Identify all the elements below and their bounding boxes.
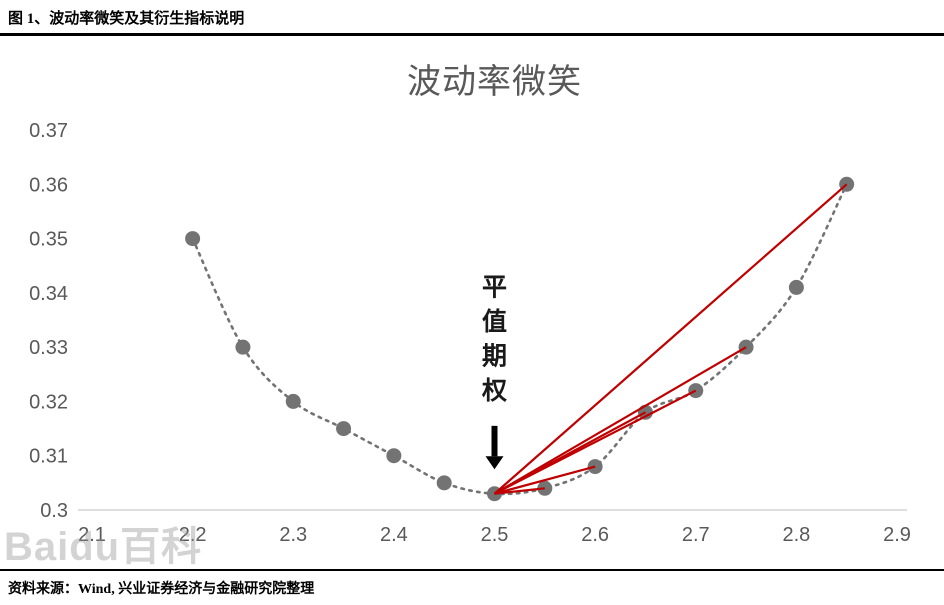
data-point <box>386 448 402 464</box>
data-point <box>185 231 201 247</box>
source-note: 资料来源：Wind, 兴业证券经济与金融研究院整理 <box>0 569 944 598</box>
red-fan-line <box>493 183 848 495</box>
red-fan-line <box>494 487 545 495</box>
x-tick-label: 2.2 <box>179 524 207 546</box>
x-tick-label: 2.9 <box>883 524 911 546</box>
y-tick-label: 0.3 <box>40 500 68 522</box>
x-tick-label: 2.7 <box>682 524 710 546</box>
x-tick-label: 2.4 <box>380 524 408 546</box>
atm-annotation-char: 期 <box>482 343 507 371</box>
x-tick-label: 2.5 <box>481 524 509 546</box>
x-tick-label: 2.3 <box>279 524 307 546</box>
chart-title: 波动率微笑 <box>407 63 582 101</box>
y-tick-label: 0.37 <box>29 120 68 142</box>
figure-caption: 图 1、波动率微笑及其衍生指标说明 <box>0 0 944 36</box>
atm-annotation-char: 值 <box>482 308 507 336</box>
smile-curve <box>191 182 848 496</box>
y-tick-label: 0.33 <box>29 337 68 359</box>
x-tick-label: 2.6 <box>581 524 609 546</box>
source-text: 资料来源：Wind, 兴业证券经济与金融研究院整理 <box>8 582 315 597</box>
y-tick-label: 0.31 <box>29 446 68 468</box>
x-tick-label: 2.8 <box>782 524 810 546</box>
data-point <box>788 279 804 295</box>
data-point <box>285 393 301 409</box>
y-tick-label: 0.35 <box>29 229 68 251</box>
y-tick-label: 0.36 <box>29 174 68 196</box>
data-point <box>336 421 352 437</box>
data-point <box>235 339 251 355</box>
y-tick-label: 0.34 <box>29 283 68 305</box>
red-fan-line <box>494 465 596 495</box>
x-tick-label: 2.1 <box>78 524 106 546</box>
y-tick-label: 0.32 <box>29 391 68 413</box>
atm-annotation-char: 权 <box>481 377 507 405</box>
atm-arrow-head <box>485 456 504 470</box>
red-fan-line <box>493 346 747 495</box>
data-point <box>436 475 452 491</box>
volatility-smile-plot: 0.3 0.31 0.32 0.33 0.34 0.35 0.36 0.37 2.1 2.2 2.3… <box>29 120 911 546</box>
atm-annotation-char: 平 <box>482 274 507 302</box>
red-fan-line <box>493 389 697 495</box>
figure-caption-text: 图 1、波动率微笑及其衍生指标说明 <box>8 11 245 27</box>
